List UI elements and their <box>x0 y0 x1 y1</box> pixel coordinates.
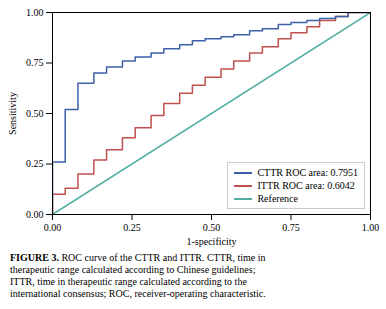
svg-text:0.75: 0.75 <box>26 57 44 68</box>
html-text:CTTR ROC area: 0.7951: CTTR ROC area: 0.7951 <box>257 167 358 178</box>
svg-text:Sensitivity: Sensitivity <box>7 92 18 135</box>
svg-text:1-specificity: 1-specificity <box>187 236 237 247</box>
svg-text:0.25: 0.25 <box>123 222 141 233</box>
html-text:FIGURE 3. ROC curve of the CTT: FIGURE 3. ROC curve of the CTTR and ITTR… <box>10 252 266 299</box>
svg-text:1.00: 1.00 <box>362 222 380 233</box>
svg-text:0.00: 0.00 <box>44 222 62 233</box>
svg-text:0.50: 0.50 <box>26 108 44 119</box>
svg-text:1.00: 1.00 <box>26 7 44 18</box>
svg-text:0.25: 0.25 <box>26 158 44 169</box>
svg-text:0.50: 0.50 <box>203 222 221 233</box>
svg-text:0.75: 0.75 <box>282 222 300 233</box>
html-text:ITTR ROC area: 0.6042: ITTR ROC area: 0.6042 <box>257 180 355 191</box>
svg-text:0.00: 0.00 <box>26 209 44 220</box>
html-text:Reference: Reference <box>257 193 298 204</box>
